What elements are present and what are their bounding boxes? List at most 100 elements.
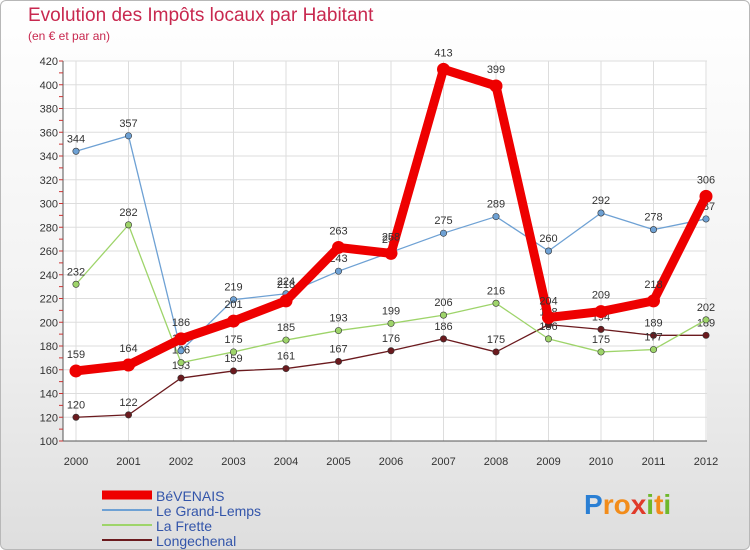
- data-point-longechenal: [282, 365, 290, 373]
- data-label-la-frette: 202: [697, 302, 715, 314]
- data-point-longechenal: [702, 331, 710, 339]
- brand-logo: Proxiti: [584, 489, 671, 521]
- data-label-b-venais: 399: [487, 64, 505, 76]
- data-label-le-grand-lemps: 278: [644, 212, 662, 224]
- y-tick-label: 400: [40, 80, 58, 92]
- x-tick-label: 2005: [326, 456, 350, 468]
- legend-label: Le Grand-Lemps: [156, 503, 261, 519]
- data-label-la-frette: 175: [224, 334, 242, 346]
- y-tick-label: 300: [40, 199, 58, 211]
- data-point-longechenal: [597, 325, 605, 333]
- data-point-le-grand-lemps: [334, 267, 342, 275]
- data-label-longechenal: 189: [644, 317, 662, 329]
- data-point-le-grand-lemps: [125, 132, 133, 140]
- data-label-le-grand-lemps: 344: [67, 133, 85, 145]
- data-point-longechenal: [334, 357, 342, 365]
- data-label-le-grand-lemps: 219: [224, 282, 242, 294]
- data-point-b-venais: [174, 332, 188, 346]
- data-point-b-venais: [227, 314, 240, 328]
- data-point-longechenal: [72, 413, 80, 421]
- data-label-la-frette: 206: [434, 297, 452, 309]
- data-point-b-venais: [69, 364, 83, 378]
- brand-letter: i: [646, 489, 655, 520]
- data-label-b-venais: 159: [67, 349, 85, 361]
- data-label-la-frette: 282: [119, 207, 137, 219]
- y-tick-label: 380: [40, 104, 58, 116]
- data-point-la-frette: [702, 316, 710, 324]
- data-point-le-grand-lemps: [492, 213, 500, 221]
- data-point-b-venais: [332, 240, 345, 254]
- x-tick-label: 2007: [431, 456, 455, 468]
- data-label-longechenal: 161: [277, 351, 295, 363]
- data-point-longechenal: [492, 348, 500, 356]
- x-tick-label: 2006: [379, 456, 403, 468]
- data-label-la-frette: 193: [329, 313, 347, 325]
- data-point-le-grand-lemps: [597, 209, 605, 217]
- y-tick-label: 120: [40, 412, 58, 424]
- y-tick-label: 100: [40, 436, 58, 448]
- data-label-b-venais: 186: [172, 317, 190, 329]
- data-point-la-frette: [544, 335, 552, 343]
- data-label-b-venais: 164: [119, 343, 137, 355]
- data-label-le-grand-lemps: 289: [487, 199, 505, 211]
- brand-letter: o: [613, 489, 631, 520]
- x-tick-label: 2001: [116, 456, 140, 468]
- data-label-b-venais: 258: [382, 231, 400, 243]
- data-point-le-grand-lemps: [702, 215, 710, 223]
- y-tick-label: 220: [40, 294, 58, 306]
- brand-letter: x: [630, 489, 647, 520]
- y-tick-label: 160: [40, 365, 58, 377]
- y-tick-label: 140: [40, 389, 58, 401]
- brand-letter: r: [602, 489, 614, 520]
- brand-letter: P: [584, 489, 603, 520]
- data-point-longechenal: [125, 411, 133, 419]
- data-point-longechenal: [387, 347, 395, 355]
- data-label-b-venais: 218: [277, 279, 295, 291]
- data-point-la-frette: [177, 359, 185, 367]
- data-label-b-venais: 201: [224, 299, 242, 311]
- data-label-longechenal: 122: [119, 397, 137, 409]
- data-point-le-grand-lemps: [72, 147, 80, 155]
- data-point-la-frette: [597, 348, 605, 356]
- data-label-longechenal: 120: [67, 399, 85, 411]
- y-tick-label: 200: [40, 317, 58, 329]
- data-point-b-venais: [489, 79, 503, 93]
- y-tick-label: 360: [40, 127, 58, 139]
- data-label-la-frette: 199: [382, 305, 400, 317]
- data-point-la-frette: [439, 311, 447, 319]
- x-tick-label: 2009: [536, 456, 560, 468]
- x-tick-label: 2004: [274, 456, 298, 468]
- data-point-longechenal: [649, 331, 657, 339]
- x-tick-label: 2008: [484, 456, 508, 468]
- y-tick-label: 280: [40, 222, 58, 234]
- data-label-b-venais: 209: [592, 290, 610, 302]
- data-point-la-frette: [387, 319, 395, 327]
- data-point-b-venais: [384, 246, 398, 260]
- data-point-la-frette: [282, 336, 290, 344]
- data-point-la-frette: [492, 299, 500, 307]
- data-label-le-grand-lemps: 292: [592, 195, 610, 207]
- data-point-b-venais: [279, 294, 293, 308]
- x-tick-label: 2002: [169, 456, 193, 468]
- data-point-la-frette: [72, 280, 80, 288]
- data-point-b-venais: [594, 305, 608, 319]
- data-point-le-grand-lemps: [439, 229, 447, 237]
- chart-title: Evolution des Impôts locaux par Habitant: [28, 5, 374, 26]
- data-label-la-frette: 186: [539, 321, 557, 333]
- legend-label: BéVENAIS: [156, 488, 224, 504]
- data-label-la-frette: 175: [592, 334, 610, 346]
- data-point-b-venais: [699, 189, 713, 203]
- data-label-le-grand-lemps: 357: [119, 118, 137, 130]
- y-tick-label: 340: [40, 151, 58, 163]
- data-label-le-grand-lemps: 224: [277, 276, 295, 288]
- data-label-b-venais: 204: [539, 296, 557, 308]
- data-label-la-frette: 232: [67, 266, 85, 278]
- brand-letter: t: [654, 489, 664, 520]
- data-label-la-frette: 185: [277, 322, 295, 334]
- data-label-longechenal: 159: [224, 353, 242, 365]
- data-label-b-venais: 218: [644, 279, 662, 291]
- data-point-longechenal: [439, 335, 447, 343]
- data-label-la-frette: 177: [644, 332, 662, 344]
- legend-label: La Frette: [156, 518, 212, 534]
